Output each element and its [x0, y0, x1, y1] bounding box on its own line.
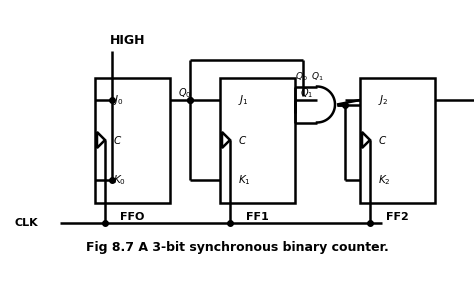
- Text: FF1: FF1: [246, 211, 269, 221]
- Text: HIGH: HIGH: [110, 34, 146, 47]
- Text: $C$: $C$: [378, 134, 387, 146]
- Text: $J_1$: $J_1$: [238, 93, 249, 107]
- Text: CLK: CLK: [15, 217, 38, 227]
- Text: $K_0$: $K_0$: [113, 173, 126, 187]
- Text: $J_2$: $J_2$: [378, 93, 389, 107]
- Text: $Q_1$: $Q_1$: [311, 70, 323, 83]
- Text: $K_1$: $K_1$: [238, 173, 251, 187]
- Text: $Q_0$: $Q_0$: [295, 70, 307, 83]
- Text: FFO: FFO: [120, 211, 145, 221]
- Text: $Q_0$: $Q_0$: [178, 86, 191, 100]
- Text: $C$: $C$: [238, 134, 247, 146]
- Text: FF2: FF2: [386, 211, 409, 221]
- Bar: [220, 78, 295, 203]
- Bar: [95, 78, 170, 203]
- Bar: [360, 78, 435, 203]
- Text: $Q_1$: $Q_1$: [300, 86, 313, 100]
- Text: $C$: $C$: [113, 134, 122, 146]
- Text: Fig 8.7 A 3-bit synchronous binary counter.: Fig 8.7 A 3-bit synchronous binary count…: [86, 241, 388, 255]
- Text: $K_2$: $K_2$: [378, 173, 391, 187]
- Text: $J_0$: $J_0$: [113, 93, 124, 107]
